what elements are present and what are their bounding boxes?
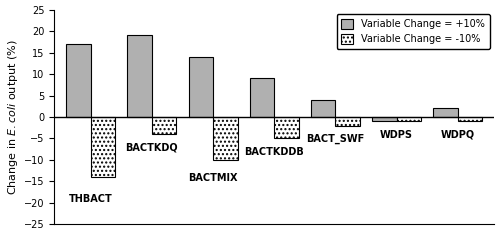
Bar (372, 117, 396, 121)
Bar (188, 57, 213, 117)
Bar (128, 35, 152, 117)
Bar (336, 117, 360, 126)
Text: WDPQ: WDPQ (440, 130, 475, 140)
Bar (274, 117, 298, 139)
Bar (396, 117, 421, 121)
Text: BACT_SWF: BACT_SWF (306, 134, 364, 144)
Legend: Variable Change = +10%, Variable Change = -10%: Variable Change = +10%, Variable Change … (336, 14, 490, 49)
Text: THBACT: THBACT (69, 194, 112, 204)
Text: BACTKDDB: BACTKDDB (244, 147, 304, 157)
Bar (213, 117, 238, 160)
Bar (91, 117, 115, 177)
Bar (250, 78, 274, 117)
Bar (152, 117, 176, 134)
Y-axis label: Change in $\it{E. coli}$ output (%): Change in $\it{E. coli}$ output (%) (6, 39, 20, 195)
Bar (66, 44, 91, 117)
Text: BACTMIX: BACTMIX (188, 173, 238, 183)
Text: WDPS: WDPS (380, 130, 413, 140)
Bar (434, 108, 458, 117)
Text: BACTKDQ: BACTKDQ (126, 143, 178, 153)
Bar (311, 100, 336, 117)
Bar (458, 117, 482, 121)
